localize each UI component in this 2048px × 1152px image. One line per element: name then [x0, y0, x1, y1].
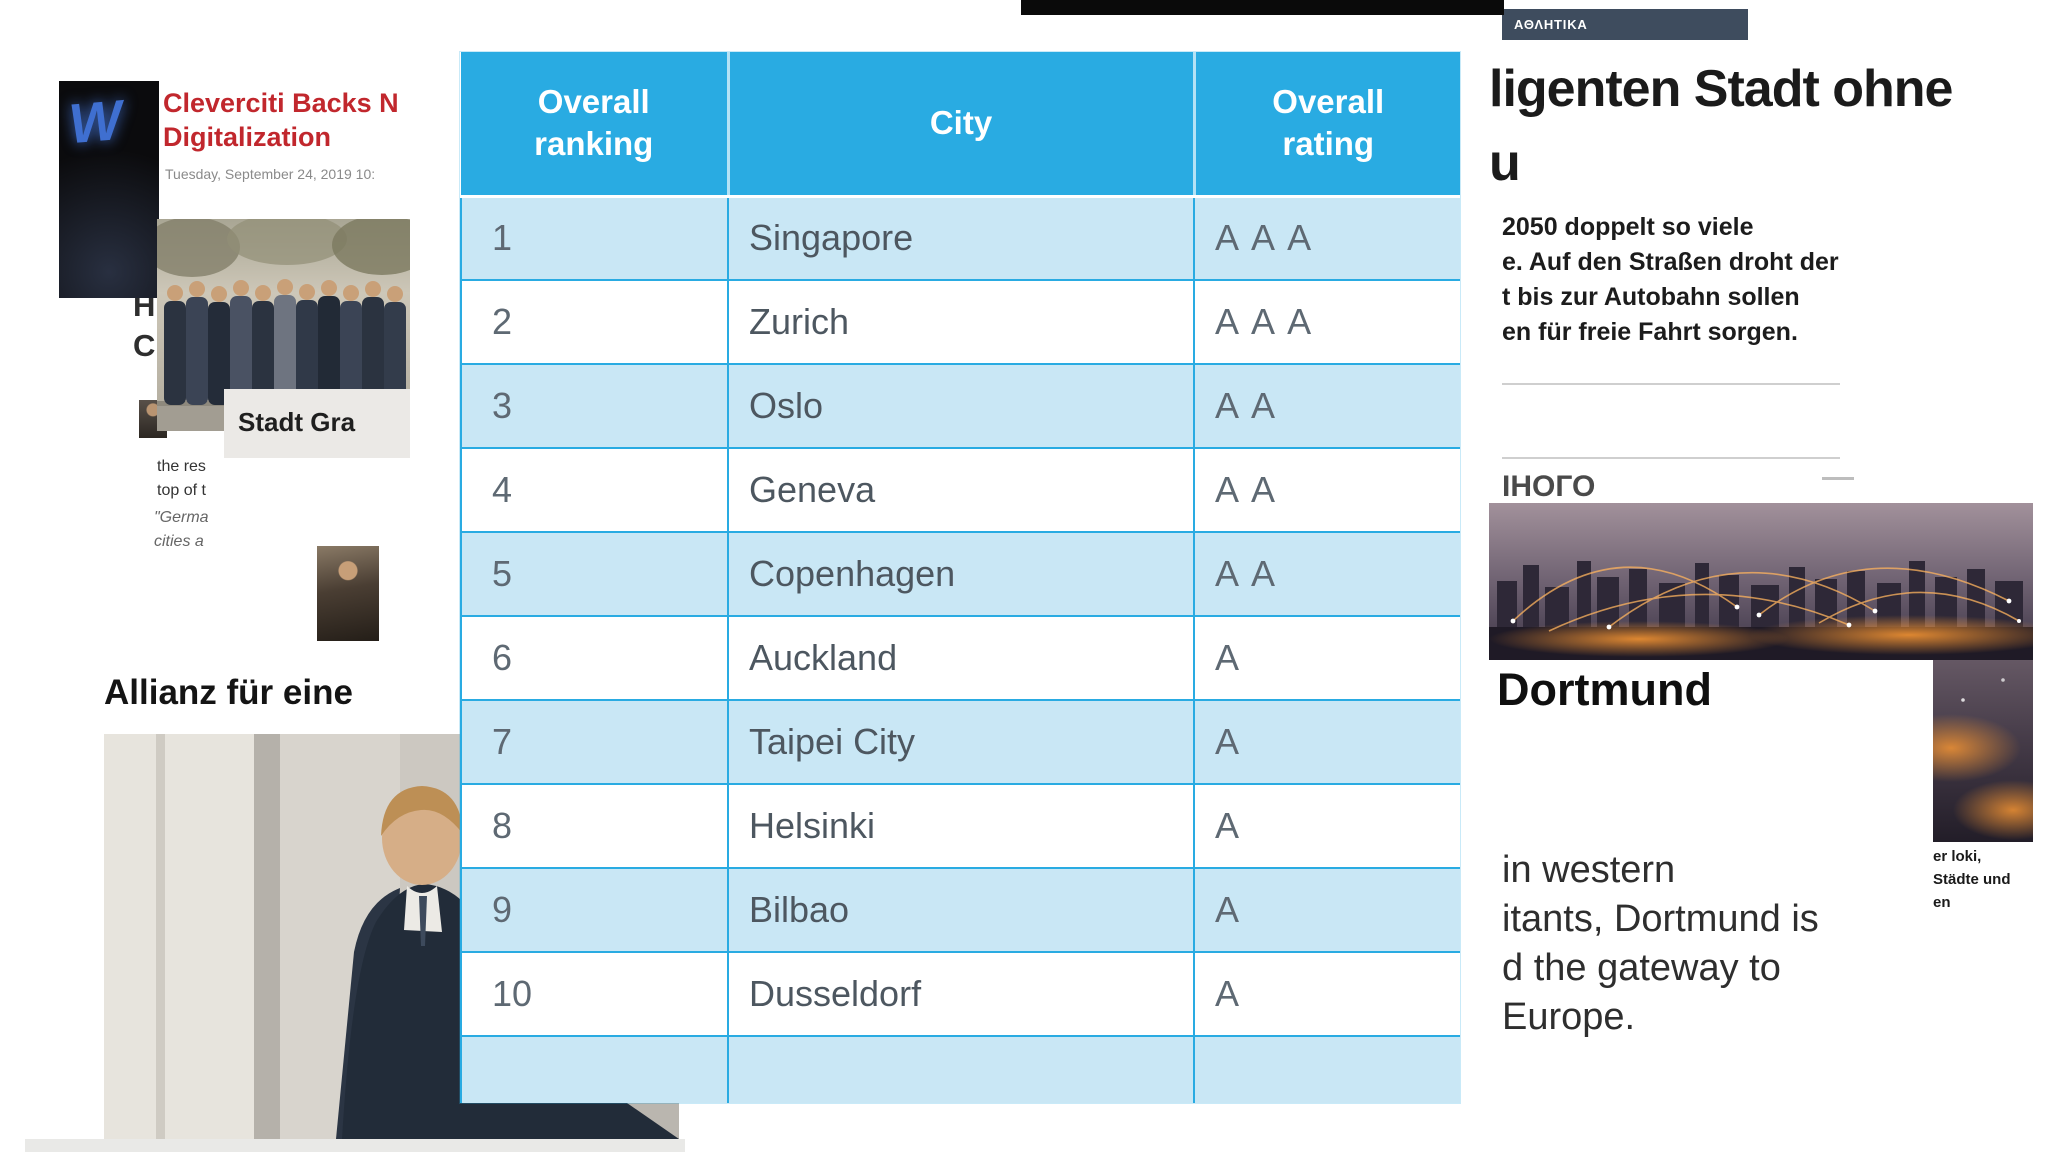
city-cell: Oslo: [727, 363, 1195, 448]
dortmund-body-line2: itants, Dortmund is: [1502, 898, 1819, 940]
city-cell: Copenhagen: [727, 531, 1195, 616]
col-header-overall-ranking: Overall ranking: [461, 52, 730, 198]
dortmund-heading[interactable]: Dortmund: [1497, 664, 1712, 715]
rank-cell: 10: [460, 951, 729, 1036]
rating-cell: A A: [1193, 447, 1460, 532]
article-date: Tuesday, September 24, 2019 10:: [165, 166, 376, 182]
dortmund-body-line1: in western: [1502, 849, 1676, 891]
cyrillic-headline-fragment: ІНОГО: [1502, 470, 1596, 503]
allianz-headline[interactable]: Allianz für eine: [104, 673, 353, 712]
smart-city-skyline-photo: [1489, 503, 2033, 660]
rating-cell: A A: [1193, 531, 1460, 616]
cleverciti-headline[interactable]: Cleverciti Backs N Digitalization: [163, 86, 463, 154]
rank-cell: 5: [460, 531, 729, 616]
photo-credit-line1: er loki,: [1933, 848, 1982, 865]
table-row: 4 Geneva A A: [460, 447, 1460, 532]
quote-line1: "Germa: [154, 509, 209, 526]
table-row: 6 Auckland A: [460, 615, 1460, 700]
cleverciti-headline-line2: Digitalization: [163, 122, 331, 152]
german-body-text: 2050 doppelt so viele e. Auf den Straßen…: [1502, 210, 1839, 350]
rank-cell: 3: [460, 363, 729, 448]
smart-city-ranking-table: Overall ranking City Overall rating 1 Si…: [460, 52, 1460, 1103]
city-cell: Auckland: [727, 615, 1195, 700]
table-header-row: Overall ranking City Overall rating: [461, 52, 1460, 198]
photo-credit-note: er loki, Städte und en: [1933, 845, 2011, 914]
rating-cell: A: [1193, 951, 1460, 1036]
german-body-line3: t bis zur Autobahn sollen: [1502, 283, 1800, 311]
col-header-city: City: [728, 52, 1196, 198]
rating-cell: A: [1193, 783, 1460, 868]
body-snippet-line2: top of t: [157, 482, 206, 499]
rank-cell: 6: [460, 615, 729, 700]
rating-cell: A: [1193, 699, 1460, 784]
portrait-thumbnail: [317, 546, 379, 641]
table-row-partial: [460, 1035, 1460, 1103]
rank-cell: 4: [460, 447, 729, 532]
rating-cell: A: [1193, 615, 1460, 700]
rating-cell: A: [1193, 867, 1460, 952]
side-city-lights-photo: [1933, 640, 2033, 842]
dortmund-body-line3: d the gateway to: [1502, 947, 1781, 989]
photo-credit-line3: en: [1933, 894, 1951, 911]
category-bar[interactable]: ΑΘΛΗΤΙΚΑ: [1502, 9, 1748, 40]
table-row: 1 Singapore A A A: [460, 195, 1460, 280]
german-headline[interactable]: ligenten Stadt ohne u: [1489, 52, 1953, 200]
dortmund-body-text: in western itants, Dortmund is d the gat…: [1502, 846, 1819, 1042]
side-photo-illustration: [1933, 640, 2033, 842]
table-row: 7 Taipei City A: [460, 699, 1460, 784]
city-cell: Taipei City: [727, 699, 1195, 784]
article-body-snippet: the res top of t: [157, 455, 206, 503]
rating-cell: A A: [1193, 363, 1460, 448]
rank-cell: 2: [460, 279, 729, 364]
city-cell: Bilbao: [727, 867, 1195, 952]
quote-line2: cities a: [154, 533, 204, 550]
divider-rule: [1502, 457, 1840, 459]
cutoff-letter-2: C: [133, 328, 156, 363]
german-body-line2: e. Auf den Straßen droht der: [1502, 248, 1839, 276]
col-header-overall-rating: Overall rating: [1194, 52, 1460, 198]
city-cell: Geneva: [727, 447, 1195, 532]
table-row: 2 Zurich A A A: [460, 279, 1460, 364]
city-cell: Singapore: [727, 195, 1195, 280]
rank-cell: 1: [460, 195, 729, 280]
table-row: 3 Oslo A A: [460, 363, 1460, 448]
rating-cell: A A A: [1193, 195, 1460, 280]
divider-dash: [1822, 477, 1854, 480]
cityscape-illustration: [1489, 503, 2033, 660]
rating-cell: A A A: [1193, 279, 1460, 364]
city-cell: Dusseldorf: [727, 951, 1195, 1036]
cutoff-headline-letters: H C: [133, 286, 155, 366]
rank-cell: 7: [460, 699, 729, 784]
german-headline-line1: ligenten Stadt ohne: [1489, 60, 1953, 118]
german-body-line1: 2050 doppelt so viele: [1502, 213, 1754, 241]
stadt-caption-card: Stadt Gra: [224, 389, 410, 458]
body-snippet-line1: the res: [157, 458, 206, 475]
rank-cell: 8: [460, 783, 729, 868]
photo-credit-line2: Städte und: [1933, 871, 2011, 888]
rank-cell: 9: [460, 867, 729, 952]
dortmund-body-line4: Europe.: [1502, 996, 1636, 1038]
cleverciti-headline-line1: Cleverciti Backs N: [163, 88, 399, 118]
bottom-gray-strip: [25, 1139, 685, 1152]
german-body-line4: en für freie Fahrt sorgen.: [1502, 318, 1798, 346]
w-logo-letter: W: [66, 87, 125, 156]
table-row: 8 Helsinki A: [460, 783, 1460, 868]
table-row: 5 Copenhagen A A: [460, 531, 1460, 616]
stadt-caption-text: Stadt Gra: [238, 407, 356, 437]
table-row: 9 Bilbao A: [460, 867, 1460, 952]
city-cell: Helsinki: [727, 783, 1195, 868]
table-row: 10 Dusseldorf A: [460, 951, 1460, 1036]
category-label: ΑΘΛΗΤΙΚΑ: [1514, 17, 1588, 32]
article-quote-snippet: "Germa cities a: [154, 506, 209, 554]
w-logo-photo: W: [59, 81, 159, 298]
german-headline-line2: u: [1489, 134, 1521, 192]
top-dark-strip: [1021, 0, 1504, 15]
divider-rule: [1502, 383, 1840, 385]
city-cell: Zurich: [727, 279, 1195, 364]
